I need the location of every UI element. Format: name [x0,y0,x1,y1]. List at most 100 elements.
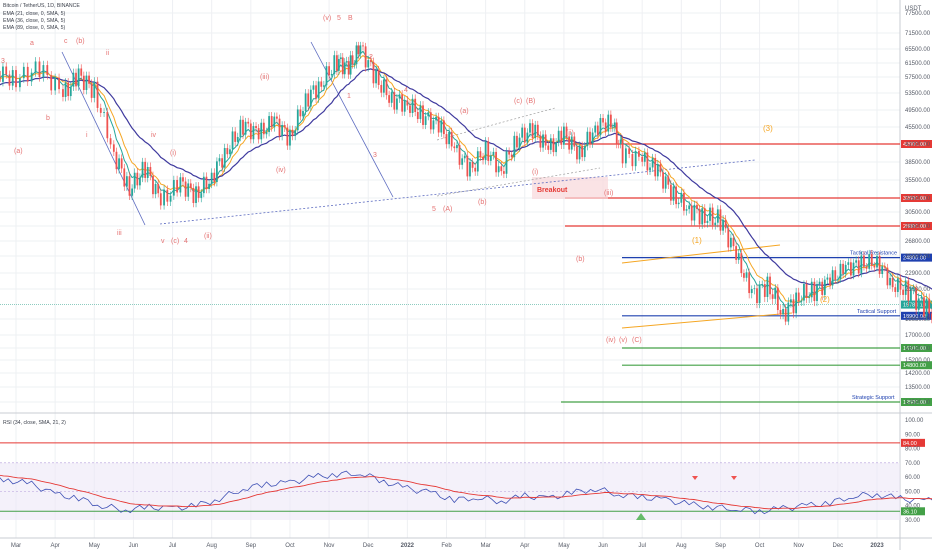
candle-body [96,81,99,108]
candle-body [189,183,192,188]
candle-body [917,298,920,310]
price-tick-label: 61500.00 [905,61,931,67]
candle-body [542,134,544,148]
candle-body [144,161,147,178]
candle-body [776,287,779,311]
candle-body [899,278,902,290]
wave-label: (ii) [566,130,574,137]
candle-body [469,161,471,177]
candle-body [286,127,289,146]
level-name: Strategic Support [852,395,895,401]
candle-body [163,189,165,206]
price-tick-label: 18650.00 [905,317,931,323]
candle-body [401,94,404,112]
price-tick-label: 17000.00 [905,333,931,339]
candle-body [112,144,115,152]
candle-body [409,105,411,113]
candle-body [355,45,358,65]
price-tick-label: 71500.00 [905,31,931,37]
candle-body [479,151,482,157]
candle-body [328,66,330,76]
candle-body [166,189,169,202]
candle-body [711,207,714,226]
rsi-tick-label: 70.00 [905,461,921,467]
level-tag-label: 28800.00 [903,224,926,230]
candle-body [283,125,286,128]
time-tick-label: 2022 [401,543,415,549]
candle-body [870,254,873,266]
candle-body [698,209,701,225]
candle-body [634,150,637,167]
candle-body [372,61,375,84]
candle-body [278,118,281,137]
wave-label: (b) [76,38,85,45]
candle-body [325,66,328,86]
candle-body [523,127,526,143]
candle-body [67,82,70,97]
current-price-label: 19780.19 [903,303,926,309]
candle-body [50,75,53,91]
candle-body [904,280,907,295]
candle-body [463,155,466,159]
breakout-zone [532,177,608,199]
candle-body [125,176,128,187]
candle-body [5,66,8,75]
wave-label: (iv) [606,337,616,344]
candle-body [518,137,521,148]
legend-ema-89: EMA (89, close, 0, SMA, 5) [3,25,66,31]
legend-pair: Bitcoin / TetherUS, 1D, BINANCE [3,3,80,9]
candle-body [351,55,354,65]
wave-label: 1 [347,93,351,100]
time-tick-label: Jun [129,543,139,549]
candle-body [252,126,255,140]
candle-body [333,55,336,74]
price-tick-label: 28800.00 [905,224,931,230]
candle-body [152,175,154,195]
candle-body [157,184,160,194]
candle-body [609,114,612,128]
candle-body [139,177,141,186]
candle-body [787,302,790,322]
legend-ema-36: EMA (36, close, 0, SMA, 5) [3,18,66,24]
wave-label: c [64,38,68,45]
candle-body [638,150,640,157]
candle-body [307,93,310,107]
candle-body [624,148,627,164]
candle-body [416,112,419,120]
candle-body [503,171,505,174]
candle-body [347,61,350,75]
time-axis: Mar Apr May Jun Jul Aug Sep Oct Nov Dec 2022 Feb Mar… [11,543,885,549]
price-tick-label: 57500.00 [905,75,931,81]
wave-label: 2 [369,54,373,61]
rsi-line [0,470,932,515]
candle-body [617,143,620,145]
candle-body [440,120,443,133]
candle-body [586,131,589,147]
rsi-level-label: 84.00 [903,441,917,447]
candle-body [244,121,247,135]
candle-body [615,122,618,144]
candle-body [669,184,672,201]
level-tag [901,344,932,352]
candle-body [748,272,751,294]
wave-label: 5 [337,15,341,22]
candle-body [414,98,417,113]
candle-body [396,98,398,110]
candle-body [349,55,352,75]
candle-body [492,151,495,156]
candle-body [631,154,634,167]
candle-body [790,299,792,303]
candle-body [719,209,722,231]
candle-body [382,79,385,93]
rsi-ma-line [0,474,932,510]
candle-body [123,168,126,187]
candle-body [456,145,458,149]
candle-body [362,45,364,47]
candle-body [429,112,432,130]
candle-body [62,89,64,97]
candle-body [208,183,210,189]
wave-label: ii [106,50,110,57]
time-tick-label: Dec [833,543,844,549]
candle-body [813,281,816,302]
candle-body [894,287,897,292]
